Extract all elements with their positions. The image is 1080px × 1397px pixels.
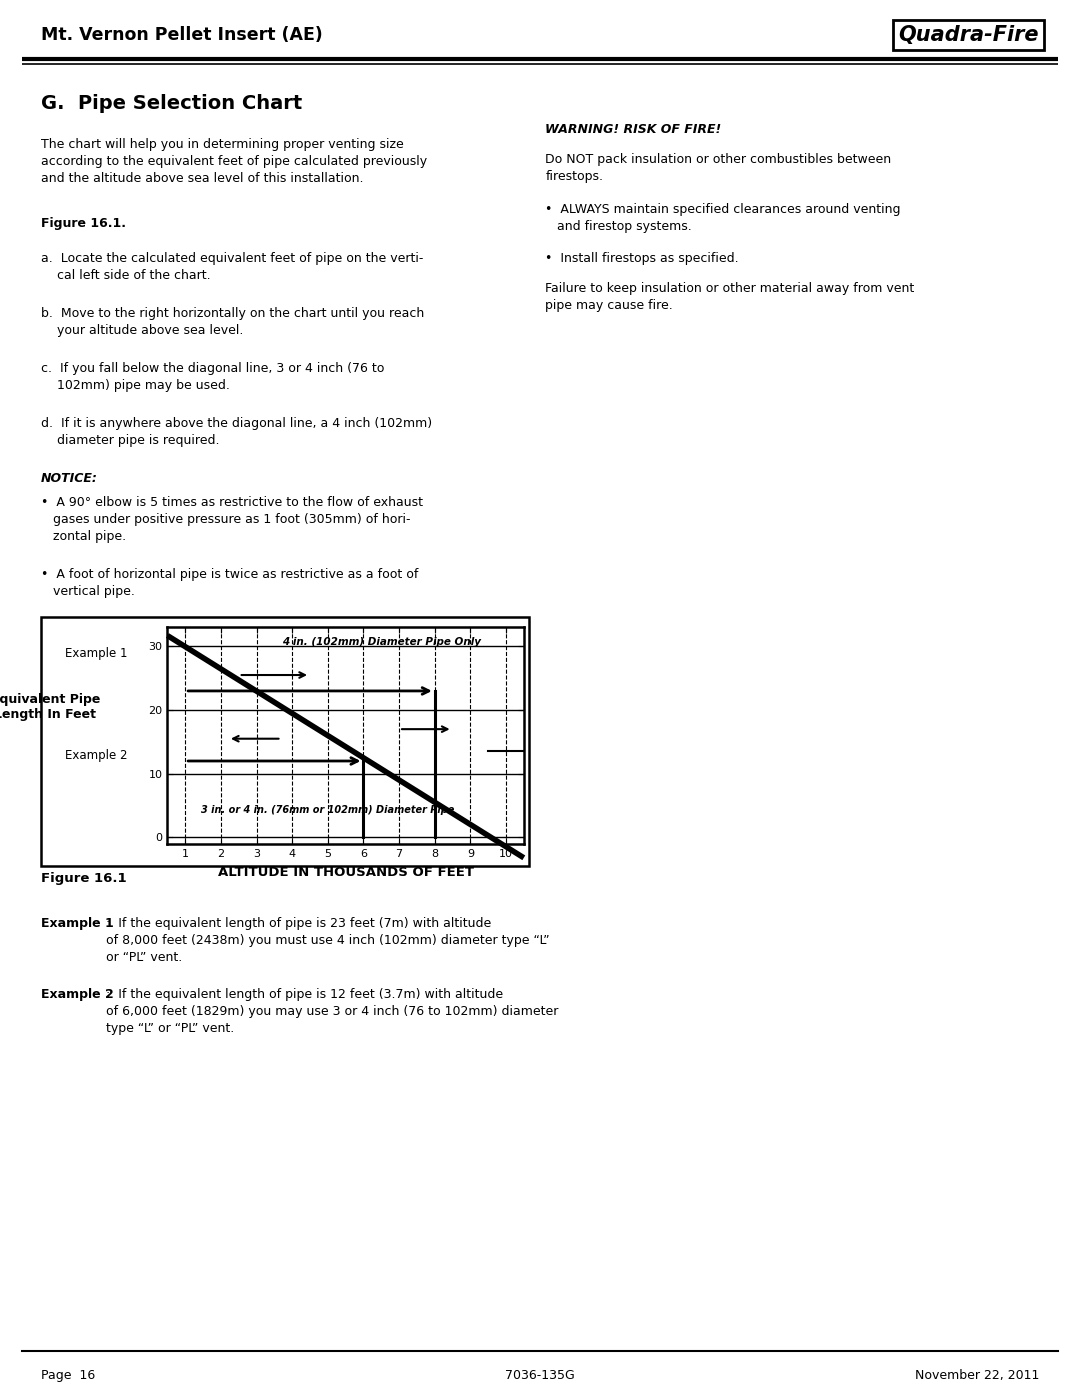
Text: Mt. Vernon Pellet Insert (AE): Mt. Vernon Pellet Insert (AE) — [41, 27, 323, 43]
Text: 7036-135G: 7036-135G — [505, 1369, 575, 1382]
Text: c.  If you fall below the diagonal line, 3 or 4 inch (76 to
    102mm) pipe may : c. If you fall below the diagonal line, … — [41, 362, 384, 393]
Text: Quadra-Fire: Quadra-Fire — [899, 25, 1039, 45]
Text: November 22, 2011: November 22, 2011 — [915, 1369, 1039, 1382]
FancyBboxPatch shape — [41, 617, 529, 866]
Text: Example 2: Example 2 — [41, 988, 113, 1002]
Text: The chart will help you in determining proper venting size
according to the equi: The chart will help you in determining p… — [41, 138, 428, 203]
Text: d.  If it is anywhere above the diagonal line, a 4 inch (102mm)
    diameter pip: d. If it is anywhere above the diagonal … — [41, 416, 432, 447]
Text: Do NOT pack insulation or other combustibles between
firestops.: Do NOT pack insulation or other combusti… — [545, 154, 891, 183]
Text: •  Install firestops as specified.: • Install firestops as specified. — [545, 253, 739, 265]
Text: •  A foot of horizontal pipe is twice as restrictive as a foot of
   vertical pi: • A foot of horizontal pipe is twice as … — [41, 569, 418, 598]
Text: •  A 90° elbow is 5 times as restrictive to the flow of exhaust
   gases under p: • A 90° elbow is 5 times as restrictive … — [41, 496, 423, 543]
Text: :  If the equivalent length of pipe is 12 feet (3.7m) with altitude
of 6,000 fee: : If the equivalent length of pipe is 12… — [106, 988, 558, 1035]
Text: •  ALWAYS maintain specified clearances around venting
   and firestop systems.: • ALWAYS maintain specified clearances a… — [545, 203, 901, 233]
Text: Figure 16.1.: Figure 16.1. — [41, 218, 126, 231]
Text: Figure 16.1: Figure 16.1 — [41, 872, 126, 886]
Text: Example 1: Example 1 — [65, 647, 127, 659]
Text: Example 1: Example 1 — [41, 916, 113, 930]
Text: a.  Locate the calculated equivalent feet of pipe on the verti-
    cal left sid: a. Locate the calculated equivalent feet… — [41, 253, 423, 282]
Text: 4 in. (102mm) Diameter Pipe Only: 4 in. (102mm) Diameter Pipe Only — [282, 637, 481, 647]
X-axis label: ALTITUDE IN THOUSANDS OF FEET: ALTITUDE IN THOUSANDS OF FEET — [217, 866, 474, 879]
Text: Example 2: Example 2 — [65, 749, 127, 761]
Text: WARNING! RISK OF FIRE!: WARNING! RISK OF FIRE! — [545, 123, 721, 136]
Text: Equivalent Pipe
Length In Feet: Equivalent Pipe Length In Feet — [0, 693, 100, 721]
Text: Failure to keep insulation or other material away from vent
pipe may cause fire.: Failure to keep insulation or other mate… — [545, 282, 915, 313]
Text: b.  Move to the right horizontally on the chart until you reach
    your altitud: b. Move to the right horizontally on the… — [41, 307, 424, 337]
Text: G.  Pipe Selection Chart: G. Pipe Selection Chart — [41, 95, 302, 113]
Text: 3 in. or 4 in. (76mm or 102mm) Diameter Pipe: 3 in. or 4 in. (76mm or 102mm) Diameter … — [201, 805, 455, 814]
Text: :  If the equivalent length of pipe is 23 feet (7m) with altitude
of 8,000 feet : : If the equivalent length of pipe is 23… — [106, 916, 550, 964]
Text: NOTICE:: NOTICE: — [41, 472, 98, 485]
Text: Page  16: Page 16 — [41, 1369, 95, 1382]
